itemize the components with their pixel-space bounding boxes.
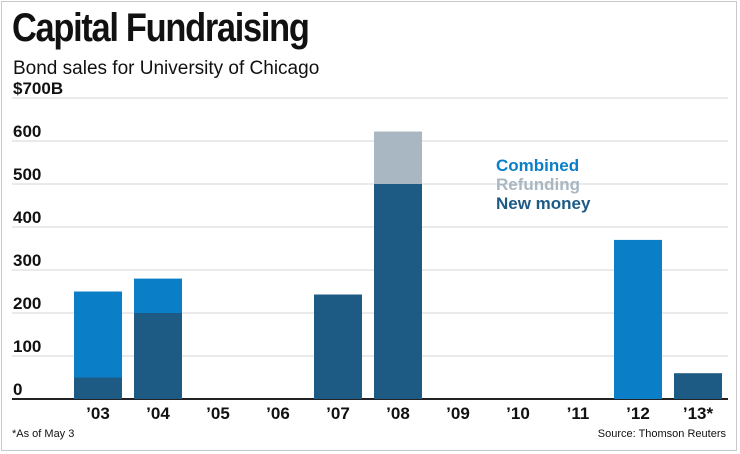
bar-combined (614, 239, 662, 399)
y-tick-label: 300 (13, 251, 41, 270)
x-tick-label: ’11 (567, 404, 590, 423)
bar-new-money (674, 373, 722, 399)
bar-new-money (134, 313, 182, 399)
x-axis-ticks: ’03 ’04 ’05 ’06 ’07 ’08 ’09 ’10 ’11 ’12 ’13* (86, 404, 713, 423)
x-tick-label: ’04 (146, 404, 170, 423)
x-tick-label: ’06 (266, 404, 290, 423)
gridlines (12, 97, 728, 400)
y-tick-label: 400 (13, 208, 41, 227)
bar-refunding (374, 131, 422, 184)
y-tick-label: 100 (13, 337, 41, 356)
x-tick-label: ’12 (626, 404, 650, 423)
y-tick-label: 0 (13, 380, 22, 399)
y-tick-label: 600 (13, 122, 41, 141)
y-tick-label: $700B (13, 79, 63, 98)
chart-title: Capital Fundraising (12, 6, 310, 50)
x-tick-label: ’07 (326, 404, 350, 423)
bar-combined (74, 291, 122, 378)
legend-item: New money (496, 194, 591, 213)
y-axis-ticks: 0 100 200 300 400 500 600 $700B (13, 79, 63, 399)
x-tick-label: ’03 (86, 404, 110, 423)
bar-new-money (74, 377, 122, 399)
x-tick-label: ’13* (683, 404, 714, 423)
chart-subtitle: Bond sales for University of Chicago (13, 58, 320, 79)
x-tick-label: ’10 (506, 404, 530, 423)
bar-combined (134, 278, 182, 313)
bar-new-money (374, 184, 422, 399)
legend-item: Combined (496, 156, 579, 175)
legend-item: Refunding (496, 175, 580, 194)
x-tick-label: ’05 (206, 404, 230, 423)
bar-new-money (314, 294, 362, 399)
x-tick-label: ’08 (386, 404, 410, 423)
bars (74, 131, 722, 399)
source-note: Source: Thomson Reuters (597, 428, 726, 440)
y-tick-label: 200 (13, 294, 41, 313)
footnote: *As of May 3 (12, 428, 75, 440)
y-tick-label: 500 (13, 165, 41, 184)
x-tick-label: ’09 (446, 404, 470, 423)
